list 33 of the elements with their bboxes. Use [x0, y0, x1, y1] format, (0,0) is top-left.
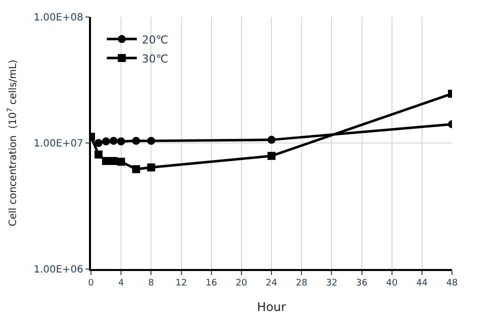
x-tick-label: 40	[386, 278, 398, 289]
point	[147, 136, 156, 145]
y-tick-label: 1.00E+06	[34, 264, 84, 276]
y-tick-label: 1.00E+08	[34, 12, 84, 24]
point	[102, 137, 110, 146]
x-tick-label: 16	[206, 278, 218, 289]
point	[117, 137, 126, 146]
x-tick-label: 32	[326, 278, 338, 289]
point	[110, 156, 118, 165]
x-tick-label: 0	[88, 278, 94, 289]
x-tick-label: 44	[416, 278, 428, 289]
point	[132, 165, 140, 174]
x-tick-label: 20	[236, 278, 248, 289]
point	[147, 163, 156, 172]
x-tick-label: 4	[118, 278, 124, 289]
x-tick-label: 28	[296, 278, 308, 289]
legend-label: 20℃	[142, 33, 168, 46]
point	[94, 150, 103, 159]
x-tick-label: 12	[176, 278, 187, 289]
y-tick-label: 1.00E+07	[34, 138, 84, 150]
point	[268, 136, 276, 144]
point	[268, 152, 276, 160]
point	[132, 136, 140, 145]
point	[94, 139, 103, 147]
point	[102, 156, 110, 165]
x-tick-label: 8	[148, 278, 154, 289]
x-tick-label: 48	[446, 278, 458, 289]
point	[117, 158, 126, 166]
x-tick-label: 24	[266, 278, 278, 289]
x-tick-label: 36	[356, 278, 368, 289]
x-axis-title: Hour	[257, 300, 286, 314]
legend-label: 30℃	[142, 52, 168, 66]
point	[110, 136, 118, 145]
